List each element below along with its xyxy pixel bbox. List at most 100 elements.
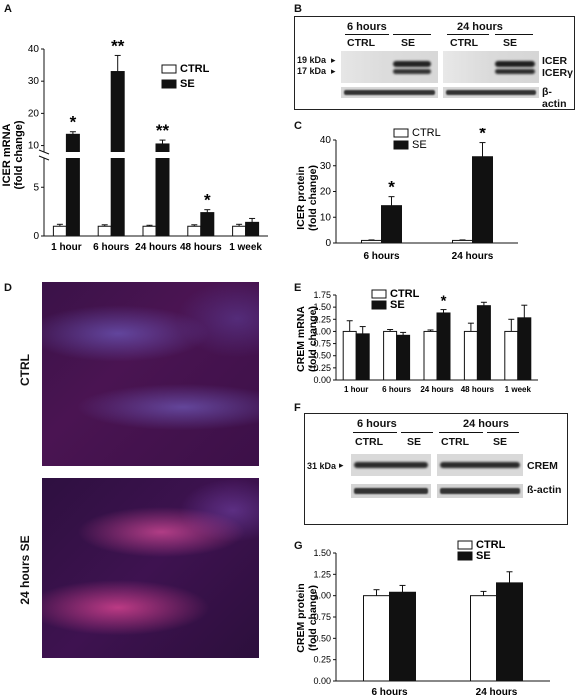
panel-e-category-label: 1 week bbox=[505, 385, 532, 394]
panel-a-axis-break bbox=[38, 155, 50, 161]
panel-g-tick-label: 0.25 bbox=[313, 655, 331, 665]
panel-a-bar-ctrl bbox=[187, 225, 202, 237]
panel-f-blot-frame: 6 hours 24 hours CTRL SE CTRL SE 31 kDa … bbox=[304, 413, 568, 525]
panel-g-tick-label: 0.00 bbox=[313, 676, 331, 686]
panel-e-legend-label: SE bbox=[390, 299, 405, 311]
blot-f-group-6h: 6 hours bbox=[357, 418, 397, 430]
blot-f-group-24h: 24 hours bbox=[463, 418, 509, 430]
panel-g-letter: G bbox=[294, 540, 303, 552]
panel-c-letter: C bbox=[294, 120, 302, 132]
panel-e-legend-swatch bbox=[371, 300, 387, 310]
panel-c-tick-label: 30 bbox=[320, 161, 332, 172]
panel-a-bar-ctrl bbox=[52, 225, 67, 237]
panel-a-category-label: 48 hours bbox=[180, 242, 222, 253]
panel-b-blot-frame: 6 hours 24 hours CTRL SE CTRL SE 19 kDa … bbox=[294, 16, 575, 110]
panel-e-bar-ctrl bbox=[504, 330, 519, 381]
panel-a-bar-se bbox=[65, 133, 80, 237]
panel-g-tick-label: 1.50 bbox=[313, 548, 331, 558]
blot-b-underline bbox=[393, 34, 431, 35]
panel-a-tick-label: 5 bbox=[33, 182, 39, 193]
panel-a-bar-ctrl bbox=[142, 225, 157, 237]
blot-b-underline bbox=[345, 34, 389, 35]
panel-g-legend-label: SE bbox=[476, 550, 491, 562]
panel-c-tick-label: 40 bbox=[320, 135, 332, 146]
micrograph-ctrl bbox=[42, 282, 259, 466]
panel-c-legend-swatch bbox=[393, 128, 409, 138]
panel-e-bar-ctrl bbox=[342, 330, 357, 381]
panel-c-chart: ICER protein (fold change) 40 30 20 10 0 6 ho… bbox=[295, 128, 518, 262]
blot-b-lane-se: SE bbox=[503, 37, 518, 49]
panel-e-category-label: 1 hour bbox=[344, 385, 368, 394]
panel-e-tick-label: 0.75 bbox=[313, 339, 331, 349]
blot-b-marker-17: 17 kDa bbox=[297, 66, 327, 76]
arrow-icon: ▸ bbox=[331, 66, 336, 76]
panel-a-significance: * bbox=[70, 113, 77, 132]
panel-e-tick-label: 1.25 bbox=[313, 314, 331, 324]
panel-a-tick-label: 40 bbox=[28, 44, 40, 55]
panel-g-bar-se bbox=[496, 582, 523, 682]
panel-e-tick-label: 1.00 bbox=[313, 326, 331, 336]
panel-a-tick-label: 30 bbox=[28, 76, 40, 87]
panel-g-tick-label: 1.00 bbox=[313, 591, 331, 601]
panel-a-significance: * bbox=[204, 191, 211, 210]
panel-a-tick-label: 10 bbox=[28, 141, 40, 152]
panel-c-ylabel-1: ICER protein bbox=[295, 166, 307, 230]
panel-a-ylabel-1: ICER mRNA bbox=[1, 123, 13, 186]
blot-b-actin-strip-1 bbox=[341, 87, 438, 98]
blot-f-marker-31: 31 kDa bbox=[307, 461, 337, 471]
blot-b-band-icer: ICER bbox=[542, 55, 568, 67]
blot-b-lane-se: SE bbox=[401, 37, 416, 49]
panel-g-bar-se bbox=[389, 591, 416, 682]
panel-e-ylabel-1: CREM mRNA bbox=[295, 306, 307, 372]
panel-f-letter: F bbox=[294, 402, 301, 414]
panel-e-ylabel-2: (fold change) bbox=[307, 306, 319, 372]
panel-a-legend-swatch bbox=[161, 79, 177, 89]
panel-a-category-label: 1 week bbox=[229, 242, 262, 253]
panel-a-ylabel-2: (fold change) bbox=[13, 120, 25, 189]
panel-a-category-label: 24 hours bbox=[135, 242, 177, 253]
panel-c-category-label: 24 hours bbox=[452, 251, 494, 262]
panel-g-bar-ctrl bbox=[363, 595, 390, 682]
arrow-icon: ▸ bbox=[331, 55, 336, 65]
panel-e-bar-se bbox=[517, 317, 532, 381]
panel-g-legend-swatch bbox=[457, 551, 473, 561]
panel-g-legend-label: CTRL bbox=[476, 539, 506, 551]
panel-e-category-label: 6 hours bbox=[382, 385, 411, 394]
blot-b-marker-19: 19 kDa bbox=[297, 55, 327, 65]
blot-f-underline bbox=[487, 432, 519, 433]
panel-a-significance: ** bbox=[111, 40, 125, 55]
panel-a-category-label: 1 hour bbox=[51, 242, 82, 253]
blot-f-membrane-1 bbox=[351, 454, 431, 476]
panel-e-bar-se bbox=[396, 334, 411, 381]
panel-c-tick-label: 20 bbox=[320, 187, 332, 198]
panel-e-bar-se bbox=[355, 333, 370, 381]
panel-c-category-label: 6 hours bbox=[363, 251, 400, 262]
panel-e-bar-se bbox=[436, 312, 451, 381]
panel-e-tick-label: 0.00 bbox=[313, 375, 331, 385]
panel-g-chart: CREM protein (fold change) 1.50 1.25 1.00 0… bbox=[295, 539, 550, 695]
blot-f-lane-se: SE bbox=[407, 436, 422, 448]
panel-g-tick-label: 0.75 bbox=[313, 612, 331, 622]
panel-e-bar-ctrl bbox=[463, 330, 478, 381]
blot-b-group-6h: 6 hours bbox=[347, 21, 387, 33]
panel-a-tick-label: 20 bbox=[28, 108, 40, 119]
blot-f-membrane-2 bbox=[437, 454, 523, 476]
blot-b-underline bbox=[447, 34, 489, 35]
panel-a-bar-se bbox=[200, 212, 215, 237]
panel-a-legend-swatch bbox=[161, 64, 177, 74]
panel-c-legend-label: SE bbox=[412, 139, 427, 151]
panel-e-bar-se bbox=[476, 305, 491, 381]
panel-a-axis-break-gap bbox=[40, 152, 270, 158]
panel-g-tick-label: 1.25 bbox=[313, 569, 331, 579]
panel-c-tick-label: 0 bbox=[325, 238, 331, 249]
panel-a-letter: A bbox=[4, 3, 12, 15]
panel-g-ylabel-2: (fold change) bbox=[307, 585, 319, 651]
panel-c-bar-se bbox=[381, 205, 402, 244]
panel-c-significance: * bbox=[388, 178, 395, 197]
panel-a-legend-label: CTRL bbox=[180, 63, 210, 75]
blot-f-band-crem: CREM bbox=[527, 460, 558, 472]
panel-c-legend-swatch bbox=[393, 140, 409, 150]
blot-b-band-actin: β-actin bbox=[542, 86, 567, 110]
blot-f-lane-ctrl: CTRL bbox=[355, 436, 383, 448]
blot-b-membrane-1 bbox=[341, 51, 438, 83]
